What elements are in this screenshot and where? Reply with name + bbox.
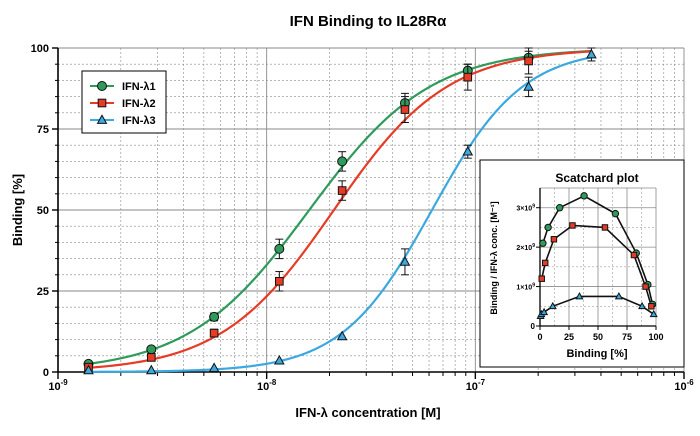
inset-point-IFN-λ2 [550,236,558,243]
inset-x-tick-label: 100 [648,332,663,342]
data-point-IFN-λ3 [273,354,285,365]
inset-y-tick-label: 0 [531,322,536,331]
data-point-IFN-λ1 [146,344,157,355]
data-point-IFN-λ1 [337,156,348,167]
data-point-IFN-λ1 [209,311,220,322]
inset-y-tick-label: 2×109 [516,243,535,252]
data-point-IFN-λ2 [146,353,156,362]
inset-panel: Scatchard plot Binding [%] Binding / IFN… [479,159,685,368]
main-fit-curves [88,49,592,373]
inset-x-tick-label: 50 [593,332,603,342]
inset-point-IFN-λ2 [648,303,655,310]
y-tick-label: 25 [37,286,49,298]
inset-x-tick-label: 75 [622,332,632,342]
inset-line-IFN-λ1 [542,194,654,305]
inset-point-IFN-λ3 [575,292,584,300]
y-tick-label: 100 [31,43,49,55]
inset-point-IFN-λ3 [548,301,557,310]
inset-title: Scatchard plot [555,171,638,185]
y-tick-label: 0 [43,367,49,379]
data-point-IFN-λ2 [524,56,533,66]
data-point-IFN-λ2 [337,186,347,195]
inset-point-IFN-λ2 [538,275,545,282]
data-point-IFN-λ3 [145,364,157,375]
inset-y-axis-label: Binding / IFN-λ conc. [M⁻¹] [489,201,499,314]
x-axis-label: IFN-λ concentration [M] [295,405,440,420]
x-tick-label: 10-6 [674,378,694,393]
data-point-IFN-λ1 [274,243,285,254]
y-tick-label: 50 [37,205,49,217]
y-axis-label: Binding [%] [10,174,25,246]
inset-y-tick-label: 3×109 [516,204,535,213]
data-point-IFN-λ2 [209,328,219,338]
data-point-IFN-λ2 [400,105,410,114]
inset-point-IFN-λ2 [542,259,549,267]
legend: IFN-λ1 IFN-λ2 IFN-λ3 [81,70,167,134]
inset-x-axis-label: Binding [%] [566,348,627,360]
inset-point-IFN-λ1 [544,223,552,232]
inset-x-tick-label: 25 [564,332,574,342]
inset-point-IFN-λ2 [601,224,609,231]
inset-point-IFN-λ1 [611,209,620,218]
inset-data-points [536,192,658,320]
inset-point-IFN-λ1 [556,204,564,212]
inset-point-IFN-λ3 [614,292,623,300]
y-tick-label: 75 [37,124,49,136]
data-point-IFN-λ3 [208,362,220,372]
inset-point-IFN-λ1 [539,239,547,247]
inset-x-tick-label: 0 [537,332,542,342]
data-point-IFN-λ3 [462,145,474,156]
legend-marker-IFN-λ2 [97,98,107,108]
data-point-IFN-λ3 [83,364,94,375]
legend-label-IFN-λ1: IFN-λ1 [122,81,156,93]
data-point-IFN-λ3 [336,330,348,341]
x-tick-label: 10-9 [48,378,68,393]
inset-y-tick-label: 1×109 [516,282,535,291]
inset-point-IFN-λ3 [638,301,647,310]
inset-point-IFN-λ2 [569,222,576,229]
chart-title: IFN Binding to IL28Rα [290,13,447,30]
fit-curve-IFN-λ2 [88,50,592,369]
data-point-IFN-λ3 [523,81,534,91]
legend-entries: IFN-λ1 IFN-λ2 IFN-λ3 [90,81,156,127]
x-tick-label: 10-8 [257,378,277,393]
data-point-IFN-λ3 [399,256,411,266]
legend-marker-IFN-λ3 [96,114,108,124]
inset-point-IFN-λ3 [540,307,549,316]
legend-marker-IFN-λ1 [97,81,107,91]
data-point-IFN-λ2 [275,276,284,286]
fit-curve-IFN-λ1 [88,49,592,365]
inset-point-IFN-λ2 [642,283,649,290]
data-point-IFN-λ2 [463,72,473,82]
inset-point-IFN-λ1 [580,192,588,200]
inset-line-IFN-λ2 [540,224,653,307]
inset-axes: 0 25 50 75 100 1×109 2×109 3×109 0 [516,188,664,342]
legend-label-IFN-λ3: IFN-λ3 [122,115,156,127]
inset-point-IFN-λ2 [630,251,638,259]
fit-curve-IFN-λ3 [88,56,592,373]
legend-label-IFN-λ2: IFN-λ2 [122,98,156,110]
data-point-IFN-λ3 [586,48,597,59]
main-data-points [83,47,597,375]
inset-point-IFN-λ3 [649,309,658,318]
x-tick-label: 10-7 [466,378,486,393]
